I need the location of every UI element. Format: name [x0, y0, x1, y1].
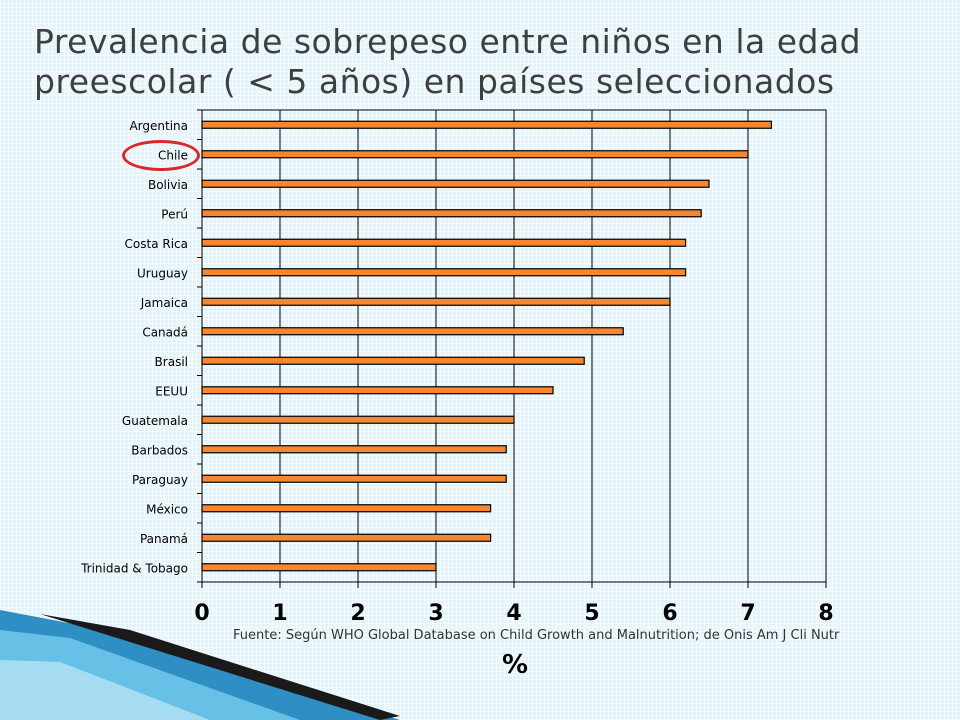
- bar: [201, 445, 507, 454]
- page-title: Prevalencia de sobrepeso entre niños en …: [34, 22, 862, 101]
- bar: [201, 356, 585, 365]
- category-label: Perú: [161, 207, 188, 221]
- bar: [201, 504, 492, 513]
- category-label: Bolivia: [148, 178, 188, 192]
- bar: [201, 386, 554, 395]
- bar: [201, 120, 773, 129]
- category-label: México: [146, 502, 188, 516]
- bar: [201, 474, 507, 483]
- x-tick-label: 4: [506, 601, 521, 626]
- x-tick-label: 2: [350, 601, 365, 626]
- category-label: Guatemala: [122, 414, 188, 428]
- bar: [201, 297, 671, 306]
- category-label: Canadá: [142, 325, 188, 339]
- x-tick-label: 6: [662, 601, 677, 626]
- x-tick-label: 0: [194, 601, 209, 626]
- x-tick-labels: 0 1 2 3 4 5 6 7 8: [194, 601, 833, 626]
- bar: [201, 179, 710, 188]
- bar: [201, 533, 492, 542]
- x-tick-label: 1: [272, 601, 287, 626]
- highlight-circle: [122, 140, 200, 171]
- category-label: Costa Rica: [125, 237, 188, 251]
- bar: [201, 150, 749, 159]
- category-label: Barbados: [131, 443, 188, 457]
- bar: [201, 209, 702, 218]
- bar: [201, 415, 515, 424]
- x-tick-label: 8: [818, 601, 833, 626]
- decorative-swoosh: [0, 610, 400, 720]
- category-label: Trinidad & Tobago: [80, 561, 188, 575]
- bar: [201, 238, 687, 247]
- x-axis-label: %: [501, 650, 529, 680]
- category-label: Argentina: [129, 119, 188, 133]
- category-label: Brasil: [155, 355, 188, 369]
- bar: [201, 268, 687, 277]
- category-label: Uruguay: [137, 266, 188, 280]
- bar: [201, 563, 437, 572]
- category-label: Jamaica: [140, 296, 188, 310]
- category-label: Panamá: [140, 532, 188, 546]
- chart-axes: [197, 109, 827, 588]
- x-tick-label: 7: [740, 601, 755, 626]
- chart-bars: [201, 120, 773, 572]
- source-note: Fuente: Según WHO Global Database on Chi…: [233, 628, 840, 643]
- x-tick-label: 5: [584, 601, 599, 626]
- bar: [201, 327, 624, 336]
- category-label: Paraguay: [132, 473, 188, 487]
- x-tick-label: 3: [428, 601, 443, 626]
- category-label: EEUU: [155, 384, 188, 398]
